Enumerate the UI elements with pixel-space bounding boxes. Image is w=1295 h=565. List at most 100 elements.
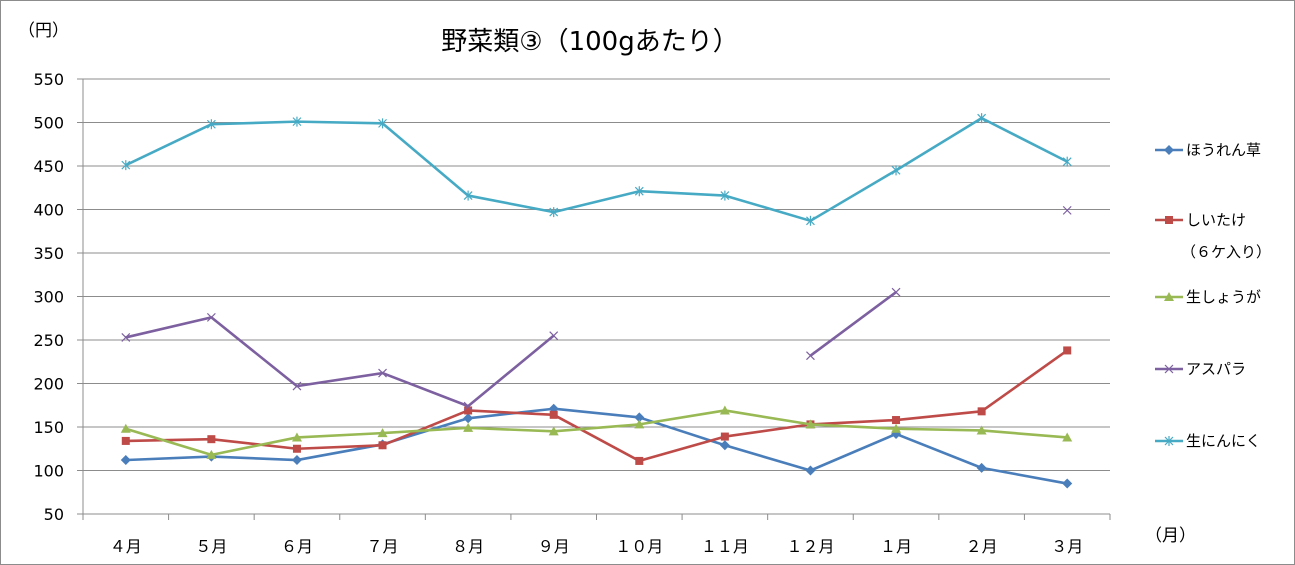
series-line-segment xyxy=(125,409,1068,457)
legend-entry-3: 生しょうが xyxy=(1155,288,1261,306)
legend-label: アスパラ xyxy=(1186,360,1246,378)
legend-entry-4: アスパラ xyxy=(1155,360,1246,378)
data-point xyxy=(206,312,216,322)
series-line-segment xyxy=(809,291,897,357)
data-point xyxy=(549,410,558,419)
data-point xyxy=(291,455,302,466)
data-point xyxy=(1062,205,1072,215)
data-point xyxy=(805,465,816,476)
data-point xyxy=(891,287,901,297)
legend-entry-1: ほうれん草 xyxy=(1155,141,1261,159)
x-tick-label: ２月 xyxy=(966,537,998,556)
x-tick-labels: ４月 ５月 ６月 ７月 ８月 ９月 １０月 １１月 １２月 １月 ２月 ３月 xyxy=(110,537,1083,556)
legend-entry-2: しいたけ （６ケ入り） xyxy=(1155,211,1271,261)
y-tick-label: 450 xyxy=(33,157,64,176)
x-tick-label: ８月 xyxy=(452,537,484,556)
legend-marker xyxy=(1164,292,1174,301)
data-point xyxy=(976,425,987,435)
data-point xyxy=(292,116,302,127)
data-point xyxy=(463,190,473,201)
x-tick-label: １月 xyxy=(880,537,912,556)
data-point xyxy=(549,207,559,218)
data-point xyxy=(463,413,474,424)
data-point xyxy=(1063,346,1072,355)
data-point xyxy=(891,423,902,433)
data-point xyxy=(1062,478,1073,489)
data-point xyxy=(549,331,559,341)
x-tick-label: ７月 xyxy=(367,537,399,556)
data-point xyxy=(634,412,645,423)
y-tick-label: 400 xyxy=(33,201,64,220)
series-line-segment xyxy=(125,116,1068,223)
x-tick-label: ４月 xyxy=(110,537,142,556)
legend-marker xyxy=(1164,364,1174,374)
data-point xyxy=(976,462,987,473)
data-point xyxy=(120,455,131,466)
data-point xyxy=(206,119,216,130)
data-point xyxy=(635,456,644,465)
data-point xyxy=(806,351,815,361)
data-point xyxy=(720,432,729,441)
series-4 xyxy=(121,205,1072,411)
data-point xyxy=(977,113,987,124)
y-tick-label: 500 xyxy=(33,114,64,133)
data-point xyxy=(206,449,217,459)
data-point xyxy=(1062,432,1073,442)
x-tick-label: ３月 xyxy=(1051,537,1083,556)
data-point xyxy=(463,401,473,411)
data-point xyxy=(292,444,301,453)
data-point xyxy=(121,332,131,342)
y-tick-labels: 50 100 150 200 250 300 350 400 450 500 550 xyxy=(33,70,64,524)
data-point xyxy=(207,435,216,444)
data-point xyxy=(291,432,302,442)
series-line-segment xyxy=(125,349,1068,463)
chart-title: 野菜類③（100gあたり） xyxy=(441,27,738,57)
x-tick-label: １０月 xyxy=(615,537,663,556)
legend-label: 生にんにく xyxy=(1186,432,1261,450)
x-tick-label: ９月 xyxy=(538,537,570,556)
legend-label: しいたけ xyxy=(1186,211,1246,229)
x-tick-label: ５月 xyxy=(195,537,227,556)
x-tick-label: ６月 xyxy=(281,537,313,556)
data-point xyxy=(464,406,473,415)
series-lines xyxy=(120,113,1073,489)
data-point xyxy=(634,186,644,197)
data-point xyxy=(806,215,815,226)
legend-marker xyxy=(1164,145,1174,155)
data-point xyxy=(719,405,730,415)
data-point xyxy=(292,381,302,391)
data-point xyxy=(892,416,901,425)
y-tick-label: 550 xyxy=(33,70,64,89)
series-line-segment xyxy=(125,407,1068,485)
series-line-segment xyxy=(125,316,555,408)
data-point xyxy=(548,426,559,436)
data-point xyxy=(121,436,130,445)
series-3 xyxy=(120,405,1073,459)
y-tick-label: 300 xyxy=(33,288,64,307)
legend-entry-5: 生にんにく xyxy=(1155,432,1261,450)
legend-label: 生しょうが xyxy=(1186,288,1261,306)
data-point xyxy=(977,407,986,416)
legend-marker xyxy=(1165,216,1173,224)
series-5 xyxy=(121,113,1072,226)
data-point xyxy=(378,368,387,378)
data-point xyxy=(377,428,388,438)
y-tick-label: 250 xyxy=(33,331,64,350)
data-point xyxy=(378,118,387,129)
axes xyxy=(77,79,1111,520)
y-tick-label: 200 xyxy=(33,375,64,394)
data-point xyxy=(720,190,730,201)
legend-label-line2: （６ケ入り） xyxy=(1181,243,1271,261)
y-tick-label: 100 xyxy=(33,462,64,481)
data-point xyxy=(805,419,816,429)
data-point xyxy=(891,165,901,176)
data-point xyxy=(120,423,131,433)
legend-marker xyxy=(1164,436,1174,446)
data-point xyxy=(634,419,645,429)
data-point xyxy=(121,160,131,171)
x-tick-label: １２月 xyxy=(786,537,834,556)
legend-label: ほうれん草 xyxy=(1186,141,1261,159)
data-point xyxy=(463,422,474,432)
